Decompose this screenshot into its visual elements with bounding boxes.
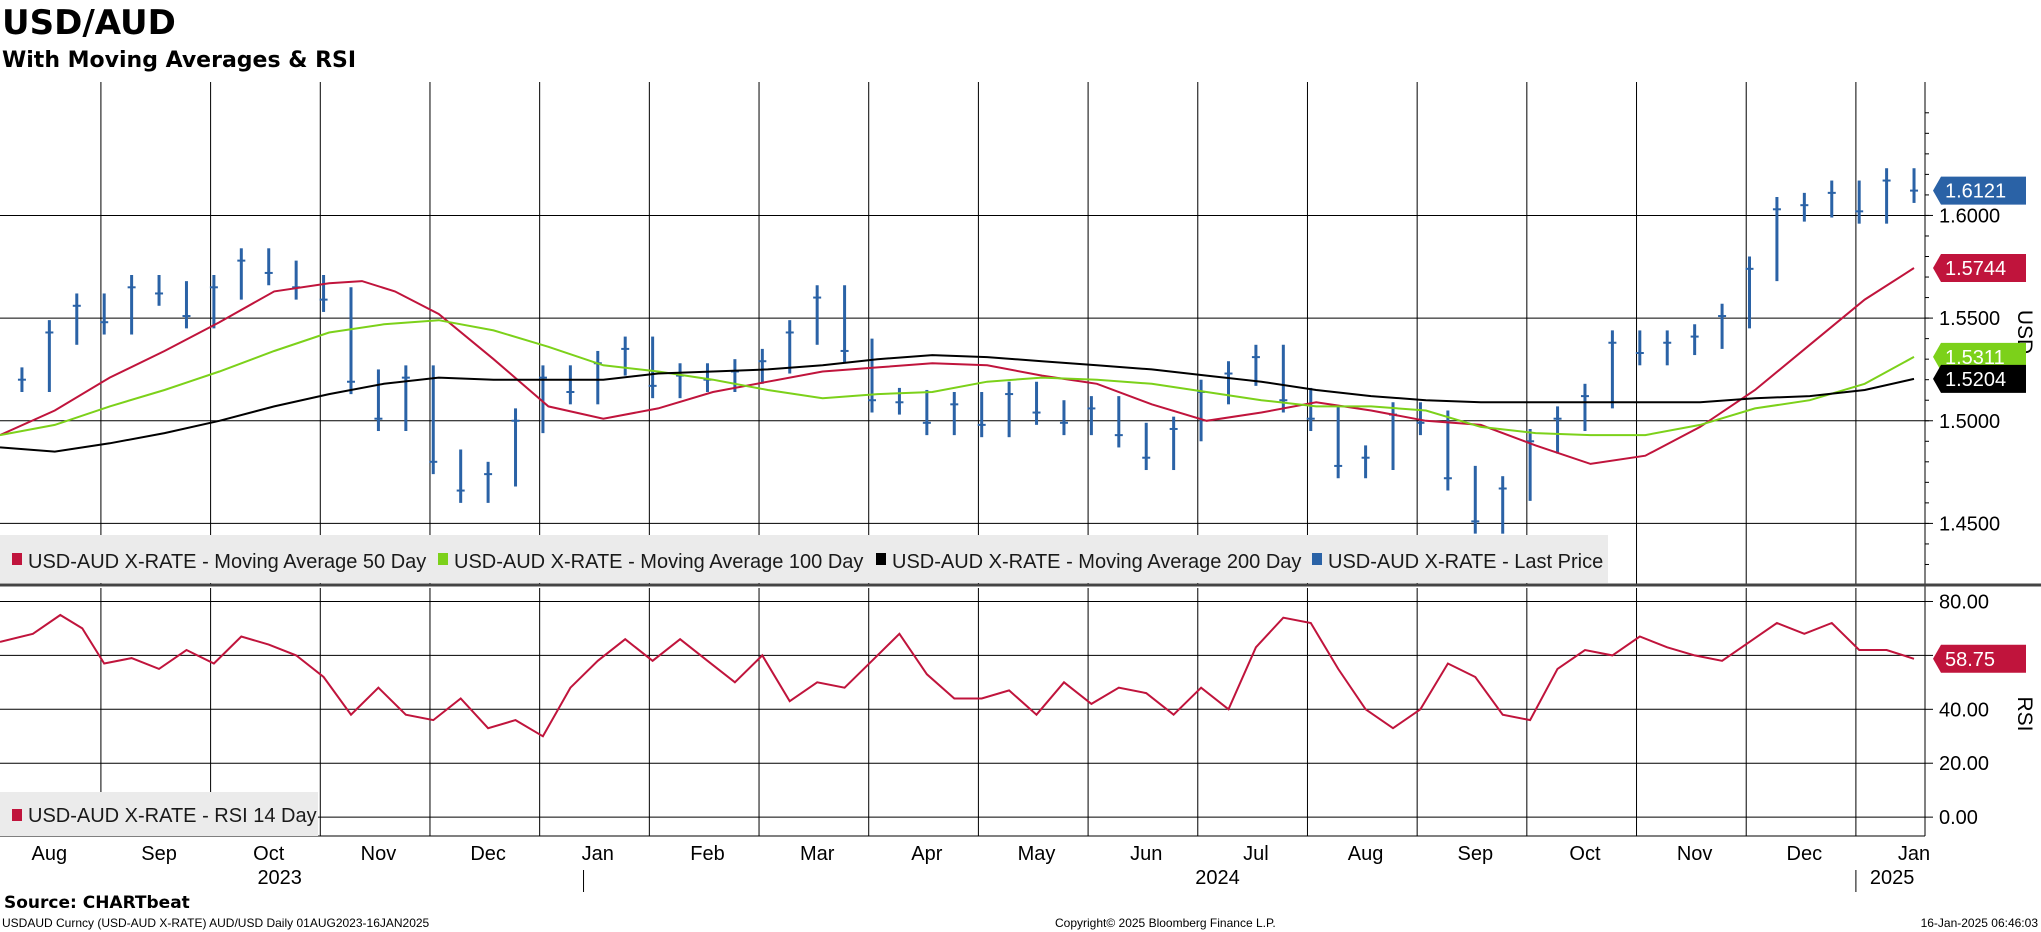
last-price-badge: 1.6121: [1945, 181, 2006, 203]
ma100-badge-bg: [1933, 342, 2026, 371]
rsi-tick-label: 20.00: [1939, 753, 1989, 775]
legend-swatch-ma50: [12, 553, 22, 565]
ma200-badge: 1.5204: [1945, 369, 2006, 391]
rsi-legend-box: [0, 792, 318, 836]
price-tick-label: 1.5000: [1939, 411, 2000, 433]
ma100-line: [0, 319, 1915, 437]
legend-swatch-price: [1312, 553, 1322, 565]
x-month-label: Jul: [1243, 843, 1269, 865]
ma50-line: [0, 267, 1915, 465]
last-price-badge-bg: [1933, 176, 2026, 205]
ma50-badge-bg: [1933, 254, 2026, 283]
footer-timestamp: 16-Jan-2025 06:46:03: [1921, 916, 2039, 930]
x-month-label: Nov: [1677, 843, 1713, 865]
ma200-badge-bg: [1933, 364, 2026, 393]
x-month-label: Aug: [1348, 843, 1384, 865]
rsi-tick-label: 0.00: [1939, 807, 1978, 829]
rsi-line: [0, 613, 1915, 738]
rsi-badge: 58.75: [1945, 649, 1995, 671]
legend-rsi: USD-AUD X-RATE - RSI 14 Day: [28, 805, 317, 827]
ma50-badge: 1.5744: [1945, 258, 2006, 280]
rsi-tick-label: 40.00: [1939, 699, 1989, 721]
year-label-2023: 2023: [257, 867, 302, 889]
price-panel: 1.4500 1.5000 1.5500 1.6000: [0, 82, 2041, 836]
legend-ma100: USD-AUD X-RATE - Moving Average 100 Day: [454, 551, 863, 573]
x-month-label: Sep: [141, 843, 177, 865]
footer-ticker-info: USDAUD Curncy (USD-AUD X-RATE) AUD/USD D…: [2, 916, 430, 930]
rsi-legend: USD-AUD X-RATE - RSI 14 Day: [0, 792, 318, 836]
x-month-label: Jan: [582, 843, 614, 865]
chart-subtitle: With Moving Averages & RSI: [2, 48, 356, 73]
source-note: Source: CHARTbeat: [4, 893, 190, 913]
year-label-2024: 2024: [1195, 867, 1240, 889]
x-month-label: Jan: [1898, 843, 1930, 865]
x-month-label: Feb: [690, 843, 724, 865]
x-month-label: Sep: [1457, 843, 1493, 865]
x-month-label: Apr: [911, 843, 942, 865]
legend-ma200: USD-AUD X-RATE - Moving Average 200 Day: [892, 551, 1301, 573]
x-month-label: Dec: [1787, 843, 1823, 865]
x-month-label: Oct: [1569, 843, 1601, 865]
x-month-label: Nov: [361, 843, 397, 865]
rsi-badge-bg: [1933, 644, 2026, 673]
rsi-axis-label: RSI: [2013, 696, 2036, 731]
year-label-2025: 2025: [1870, 867, 1915, 889]
price-legend-box: [0, 535, 1608, 583]
x-month-label: Aug: [32, 843, 68, 865]
x-month-label: Dec: [470, 843, 506, 865]
legend-swatch-rsi: [12, 809, 22, 821]
price-tick-label: 1.4500: [1939, 513, 2000, 535]
legend-swatch-ma100: [438, 553, 448, 565]
x-month-label: Jun: [1130, 843, 1162, 865]
legend-ma50: USD-AUD X-RATE - Moving Average 50 Day: [28, 551, 426, 573]
price-legend: USD-AUD X-RATE - Moving Average 50 Day U…: [0, 535, 1608, 583]
x-month-label: Mar: [800, 843, 835, 865]
x-month-label: May: [1018, 843, 1056, 865]
x-axis: Aug Sep Oct Nov Dec Jan Feb Mar Apr May Jun Jul Aug S…: [32, 843, 1930, 892]
legend-price: USD-AUD X-RATE - Last Price: [1328, 551, 1603, 573]
legend-swatch-ma200: [876, 553, 886, 565]
ma200-line: [0, 354, 1915, 453]
price-tick-label: 1.5500: [1939, 308, 2000, 330]
price-tick-label: 1.6000: [1939, 205, 2000, 227]
x-month-label: Oct: [253, 843, 285, 865]
ma100-badge: 1.5311: [1945, 347, 2005, 369]
footer-copyright: Copyright© 2025 Bloomberg Finance L.P.: [1055, 916, 1276, 930]
chart-title: USD/AUD: [2, 3, 176, 43]
rsi-tick-label: 80.00: [1939, 591, 1989, 613]
